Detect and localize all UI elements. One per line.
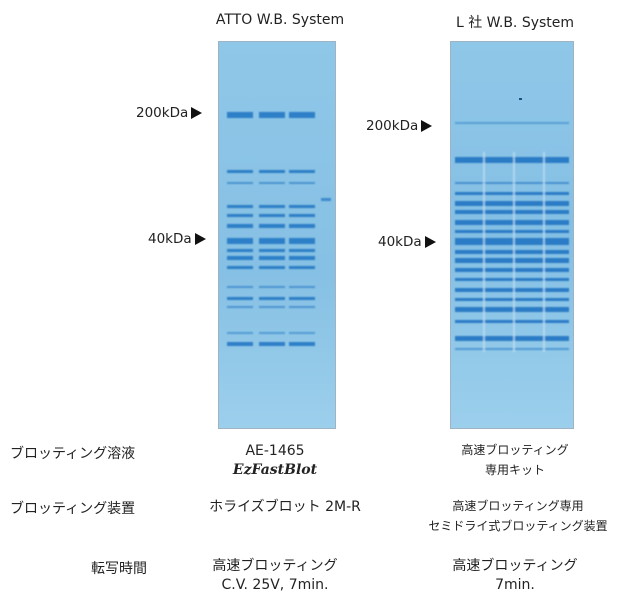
marker-label: 40kDa	[148, 231, 192, 247]
marker-40kda-atto: 40kDa	[148, 231, 206, 247]
atto-solution-product: EzFastBlot	[232, 462, 318, 478]
gel-title-lsha: L 社 W.B. System	[455, 15, 575, 31]
row-label-time: 転写時間	[91, 561, 147, 577]
marker-40kda-lsha: 40kDa	[378, 234, 436, 250]
lsha-time-line1: 高速ブロッティング	[452, 558, 578, 574]
atto-solution: AE-1465 EzFastBlot	[185, 442, 365, 480]
lsha-apparatus-line2: セミドライ式ブロッティング装置	[428, 519, 608, 533]
atto-solution-code: AE-1465	[245, 443, 305, 459]
marker-label: 200kDa	[136, 105, 189, 121]
gel-title-atto: ATTO W.B. System	[215, 12, 345, 28]
marker-label: 200kDa	[366, 118, 419, 134]
arrow-right-icon	[194, 233, 206, 245]
marker-200kda-lsha: 200kDa	[366, 118, 433, 134]
lsha-solution: 高速ブロッティング 専用キット	[430, 440, 600, 480]
marker-200kda-atto: 200kDa	[136, 105, 203, 121]
row-label-apparatus: ブロッティング装置	[10, 501, 136, 517]
arrow-right-icon	[191, 107, 203, 119]
marker-label: 40kDa	[378, 234, 422, 250]
atto-time-line2: C.V. 25V, 7min.	[221, 577, 329, 593]
lsha-solution-line1: 高速ブロッティング	[461, 443, 569, 457]
lsha-time: 高速ブロッティング 7min.	[430, 557, 600, 595]
row-label-solution: ブロッティング溶液	[10, 446, 136, 462]
lsha-apparatus-line1: 高速ブロッティング専用	[452, 499, 584, 513]
atto-apparatus-name: ホライズブロット 2M-R	[209, 499, 361, 515]
lsha-time-line2: 7min.	[495, 577, 535, 593]
atto-time-line1: 高速ブロッティング	[212, 558, 338, 574]
lsha-solution-line2: 専用キット	[484, 463, 545, 477]
lsha-apparatus: 高速ブロッティング専用 セミドライ式ブロッティング装置	[412, 496, 624, 536]
arrow-right-icon	[421, 120, 433, 132]
gel-image-atto	[218, 41, 336, 429]
arrow-right-icon	[424, 236, 436, 248]
gel-image-lsha	[450, 41, 574, 429]
atto-time: 高速ブロッティング C.V. 25V, 7min.	[185, 557, 365, 595]
atto-apparatus: ホライズブロット 2M-R	[185, 498, 385, 517]
